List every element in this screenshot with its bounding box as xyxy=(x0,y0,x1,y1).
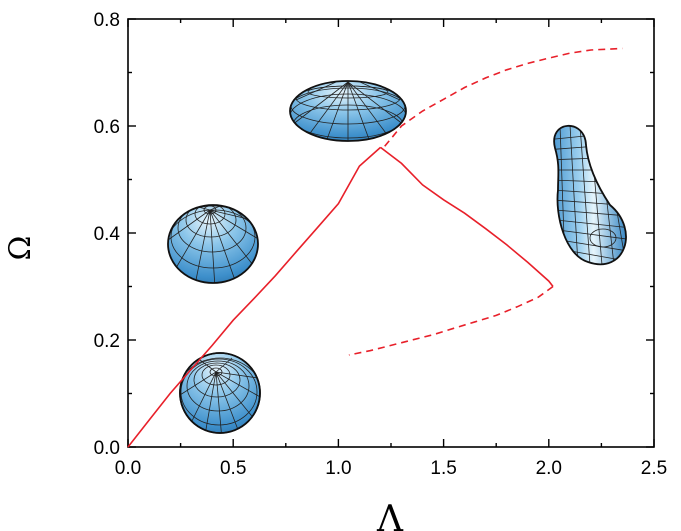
y-tick-label: 0.4 xyxy=(94,224,121,245)
series-line-2 xyxy=(380,146,554,287)
x-axis-label: Λ xyxy=(376,499,404,531)
y-tick-label: 0.0 xyxy=(94,438,120,459)
x-tick-label: 2.0 xyxy=(536,458,562,479)
y-tick-label: 0.6 xyxy=(94,117,120,138)
y-tick-label: 0.2 xyxy=(94,331,120,352)
x-tick-label: 0.5 xyxy=(220,458,246,479)
inset-oblate xyxy=(167,204,259,284)
series-line-4 xyxy=(384,47,623,147)
series-line-1 xyxy=(127,146,382,448)
x-tick-label: 1.5 xyxy=(430,458,456,479)
axis-ticks xyxy=(127,18,655,448)
series-line-3 xyxy=(348,285,554,356)
inset-peanut xyxy=(553,124,627,265)
x-tick-label: 1.0 xyxy=(325,458,351,479)
plot-area: 0.0 0.5 1.0 1.5 2.0 2.5 0.0 0.2 0.4 0.6 0.8 xyxy=(94,10,668,479)
series-layer xyxy=(127,47,623,448)
inset-sphere xyxy=(179,352,261,434)
x-tick-label: 2.5 xyxy=(641,458,667,479)
inset-flattened-ellipsoid xyxy=(289,80,407,142)
y-axis-label: Ω xyxy=(3,236,38,261)
axis-tick-labels: 0.0 0.5 1.0 1.5 2.0 2.5 0.0 0.2 0.4 0.6 0.8 xyxy=(94,10,668,479)
y-tick-label: 0.8 xyxy=(94,10,120,31)
x-tick-label: 0.0 xyxy=(115,458,141,479)
